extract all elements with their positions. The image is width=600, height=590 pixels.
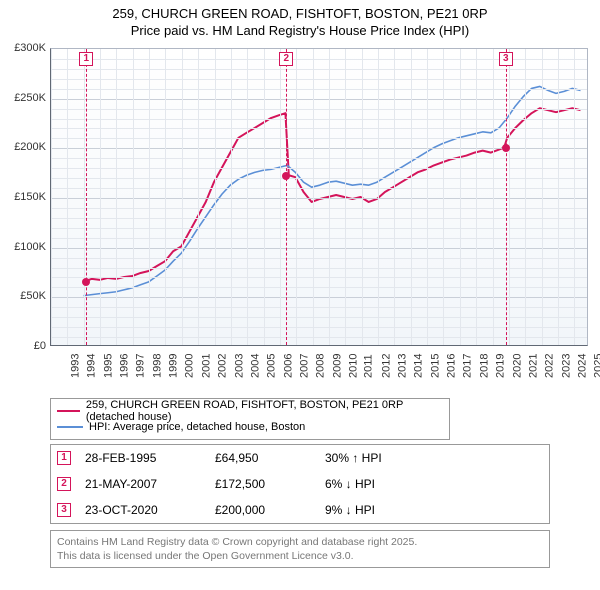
x-axis-tick-label: 2007 xyxy=(298,354,310,378)
x-axis-tick-label: 2012 xyxy=(380,354,392,378)
event-price: £64,950 xyxy=(215,451,325,465)
event-marker-icon: 2 xyxy=(57,477,71,491)
x-axis-tick-label: 2023 xyxy=(560,354,572,378)
event-marker-dot xyxy=(502,144,510,152)
event-marker-flag: 1 xyxy=(79,52,93,66)
attribution-footer: Contains HM Land Registry data © Crown c… xyxy=(50,530,550,568)
y-axis-tick-label: £150K xyxy=(0,191,46,203)
x-axis-tick-label: 2021 xyxy=(527,354,539,378)
plot-area: 1 2 3 xyxy=(50,48,588,346)
y-axis-tick-label: £200K xyxy=(0,141,46,153)
chart-title-block: 259, CHURCH GREEN ROAD, FISHTOFT, BOSTON… xyxy=(0,0,600,38)
x-axis-tick-label: 1998 xyxy=(151,354,163,378)
y-axis-tick-label: £300K xyxy=(0,42,46,54)
x-axis-tick-label: 2025 xyxy=(593,354,600,378)
event-delta: 9% ↓ HPI xyxy=(325,503,445,517)
legend-label: 259, CHURCH GREEN ROAD, FISHTOFT, BOSTON… xyxy=(86,399,443,423)
event-date: 28-FEB-1995 xyxy=(85,451,215,465)
title-line-2: Price paid vs. HM Land Registry's House … xyxy=(0,23,600,38)
legend: 259, CHURCH GREEN ROAD, FISHTOFT, BOSTON… xyxy=(50,398,450,440)
x-axis-tick-label: 1995 xyxy=(102,354,114,378)
footer-line: This data is licensed under the Open Gov… xyxy=(57,549,543,563)
event-row: 3 23-OCT-2020 £200,000 9% ↓ HPI xyxy=(51,497,549,523)
event-marker-flag: 3 xyxy=(499,52,513,66)
x-axis-tick-label: 2010 xyxy=(347,354,359,378)
x-axis-tick-label: 2008 xyxy=(315,354,327,378)
events-table: 1 28-FEB-1995 £64,950 30% ↑ HPI 2 21-MAY… xyxy=(50,444,550,524)
y-axis-tick-label: £250K xyxy=(0,92,46,104)
x-axis-tick-label: 2014 xyxy=(413,354,425,378)
x-axis-tick-label: 2016 xyxy=(446,354,458,378)
event-marker-icon: 3 xyxy=(57,503,71,517)
x-axis-tick-label: 2013 xyxy=(397,354,409,378)
legend-swatch xyxy=(57,410,80,412)
event-marker-line xyxy=(506,49,507,345)
x-axis-tick-label: 2001 xyxy=(200,354,212,378)
x-axis-tick-label: 2006 xyxy=(282,354,294,378)
x-axis-tick-label: 2022 xyxy=(544,354,556,378)
x-axis-tick-label: 2024 xyxy=(576,354,588,378)
event-marker-dot xyxy=(82,278,90,286)
x-axis-tick-label: 2000 xyxy=(184,354,196,378)
y-axis-tick-label: £100K xyxy=(0,241,46,253)
event-delta: 6% ↓ HPI xyxy=(325,477,445,491)
y-axis-tick-label: £50K xyxy=(0,290,46,302)
event-date: 23-OCT-2020 xyxy=(85,503,215,517)
x-axis-tick-label: 2017 xyxy=(462,354,474,378)
x-axis-tick-label: 2018 xyxy=(478,354,490,378)
event-delta: 30% ↑ HPI xyxy=(325,451,445,465)
x-axis-tick-label: 1999 xyxy=(168,354,180,378)
y-axis-tick-label: £0 xyxy=(0,340,46,352)
x-axis-tick-label: 2009 xyxy=(331,354,343,378)
footer-line: Contains HM Land Registry data © Crown c… xyxy=(57,535,543,549)
x-axis-tick-label: 2005 xyxy=(266,354,278,378)
title-line-1: 259, CHURCH GREEN ROAD, FISHTOFT, BOSTON… xyxy=(0,6,600,21)
event-marker-line xyxy=(286,49,287,345)
event-marker-dot xyxy=(282,172,290,180)
legend-row-price-paid: 259, CHURCH GREEN ROAD, FISHTOFT, BOSTON… xyxy=(57,403,443,419)
x-axis-tick-label: 2002 xyxy=(217,354,229,378)
x-axis-tick-label: 1997 xyxy=(135,354,147,378)
x-axis-tick-label: 2015 xyxy=(429,354,441,378)
event-marker-icon: 1 xyxy=(57,451,71,465)
x-axis-tick-label: 2004 xyxy=(249,354,261,378)
x-axis-tick-label: 1996 xyxy=(119,354,131,378)
legend-label: HPI: Average price, detached house, Bost… xyxy=(89,421,305,433)
x-axis-tick-label: 2003 xyxy=(233,354,245,378)
x-axis-tick-label: 1993 xyxy=(69,354,81,378)
x-axis-tick-label: 1994 xyxy=(86,354,98,378)
chart-container: 123 £0£50K£100K£150K£200K£250K£300K19931… xyxy=(8,48,592,388)
event-price: £172,500 xyxy=(215,477,325,491)
x-axis-tick-label: 2020 xyxy=(511,354,523,378)
x-axis-tick-label: 2019 xyxy=(495,354,507,378)
x-axis-tick-label: 2011 xyxy=(363,354,375,378)
event-date: 21-MAY-2007 xyxy=(85,477,215,491)
legend-swatch xyxy=(57,426,83,428)
event-row: 2 21-MAY-2007 £172,500 6% ↓ HPI xyxy=(51,471,549,497)
event-marker-flag: 2 xyxy=(279,52,293,66)
event-price: £200,000 xyxy=(215,503,325,517)
event-row: 1 28-FEB-1995 £64,950 30% ↑ HPI xyxy=(51,445,549,471)
event-marker-line xyxy=(86,49,87,345)
